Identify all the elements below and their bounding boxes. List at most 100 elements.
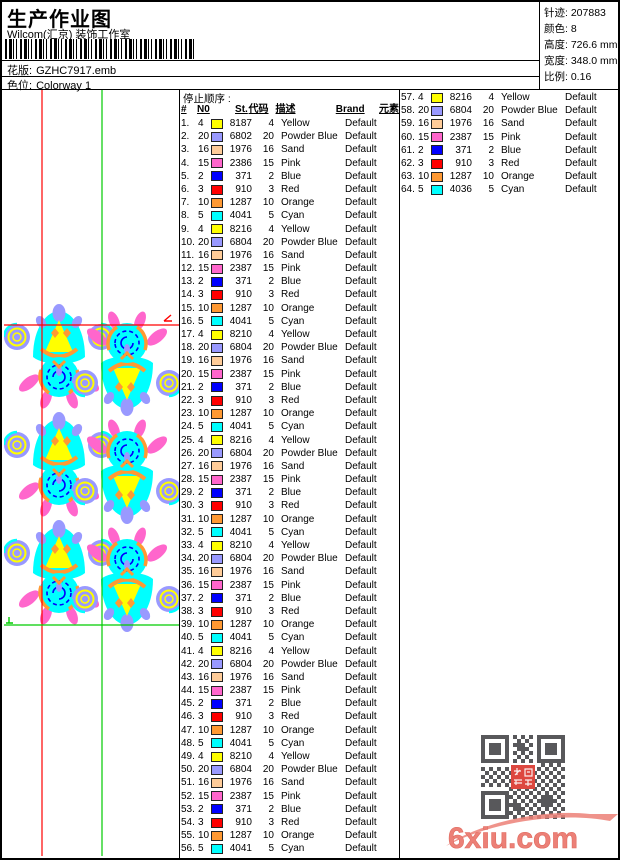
needle-number: 4 [198,118,204,129]
stitch-count: 1287 [449,171,472,183]
color-code: 10 [262,513,274,525]
stitch-count: 371 [235,698,252,710]
stitch-count: 1976 [229,355,252,367]
needle-number: 5 [198,632,204,644]
color-description: Blue [281,592,302,604]
color-description: Yellow [281,751,310,762]
color-swatch [211,263,223,274]
color-code: 2 [268,487,274,499]
stop-order: 9. [181,223,190,235]
stop-order: 32. [181,526,195,538]
stop-order: 45. [181,698,195,710]
color-swatch-cell [211,249,226,262]
color-code: 10 [262,619,274,631]
color-description: Orange [281,302,315,314]
stop-order: 35. [181,566,195,578]
color-swatch [211,725,223,736]
stitch-count: 6804 [449,105,472,117]
stop-row: 60. 15 2387 15 Pink Default [401,131,615,144]
thread-brand: Default [345,408,377,420]
color-swatch [211,501,223,512]
stop-order: 60. [401,131,415,143]
color-code: 5 [268,315,274,327]
color-swatch-cell [211,328,226,341]
color-swatch-cell [211,565,226,578]
stop-order: 53. [181,803,195,815]
stitch-count: 6804 [229,236,252,248]
stop-row: 36. 15 2387 15 Pink Default [181,579,399,592]
stitch-count: 371 [235,592,252,604]
color-swatch-cell [211,605,226,618]
info-colors: 颜色: 8 [544,23,577,35]
needle-number: 16 [198,460,210,472]
color-swatch [211,527,223,538]
color-description: Yellow [281,223,310,235]
needle-number: 3 [198,289,204,301]
color-description: Red [281,605,300,617]
color-description: Blue [501,144,522,156]
stitch-count: 4041 [229,210,252,222]
stitch-count: 4041 [229,632,252,644]
color-swatch-cell [431,183,446,196]
stitch-count: 1287 [229,830,252,842]
color-code: 10 [262,830,274,842]
stop-row: 15. 10 1287 10 Orange Default [181,302,399,315]
needle-number: 20 [198,447,210,459]
color-description: Sand [501,118,525,130]
stitch-count: 1976 [229,566,252,578]
color-description: Red [501,157,520,169]
color-code: 4 [268,223,274,235]
thread-brand: Default [345,540,377,551]
color-description: Powder Blue [281,236,338,248]
color-swatch-cell [211,816,226,829]
stop-row: 17. 4 8210 4 Yellow Default [181,328,399,341]
color-code: 2 [268,803,274,815]
color-swatch-cell [211,460,226,473]
thread-brand: Default [345,553,377,565]
stitch-count: 910 [235,394,252,406]
info-height: 高度: 726.6 mm [544,39,618,51]
design-preview [4,90,180,858]
stop-order: 17. [181,329,195,340]
needle-number: 10 [198,302,210,314]
color-swatch-cell [211,341,226,354]
color-code: 4 [268,329,274,340]
color-description: Sand [281,671,305,683]
stop-row: 1. 4 8187 4 Yellow Default [181,117,399,130]
needle-number: 4 [418,92,424,103]
color-swatch [211,316,223,327]
color-code: 4 [488,92,494,103]
needle-number: 5 [198,526,204,538]
needle-number: 5 [198,421,204,433]
thread-brand: Default [345,223,377,235]
stop-order: 21. [181,381,195,393]
color-swatch-cell [211,288,226,301]
stop-row: 27. 16 1976 16 Sand Default [181,460,399,473]
color-code: 5 [488,184,494,196]
thread-brand: Default [345,144,377,156]
color-description: Cyan [281,526,305,538]
color-swatch-cell [211,645,226,658]
header-bottom-rule [2,89,618,90]
color-swatch [211,698,223,709]
color-code: 5 [268,843,274,855]
color-swatch [211,817,223,828]
color-description: Sand [281,355,305,367]
stitch-count: 1976 [229,777,252,789]
stop-row: 54. 3 910 3 Red Default [181,816,399,829]
stitch-count: 371 [455,144,472,156]
color-code: 5 [268,632,274,644]
color-swatch-cell [211,671,226,684]
color-swatch-cell [211,157,226,170]
color-swatch-cell [431,104,446,117]
stitch-count: 2386 [229,157,252,169]
stop-row: 33. 4 8210 4 Yellow Default [181,539,399,552]
stop-order: 33. [181,540,195,551]
color-swatch [211,421,223,432]
color-code: 4 [268,645,274,657]
stop-order: 40. [181,632,195,644]
stop-order: 49. [181,751,195,762]
color-swatch [431,184,443,195]
color-swatch-cell [211,499,226,512]
